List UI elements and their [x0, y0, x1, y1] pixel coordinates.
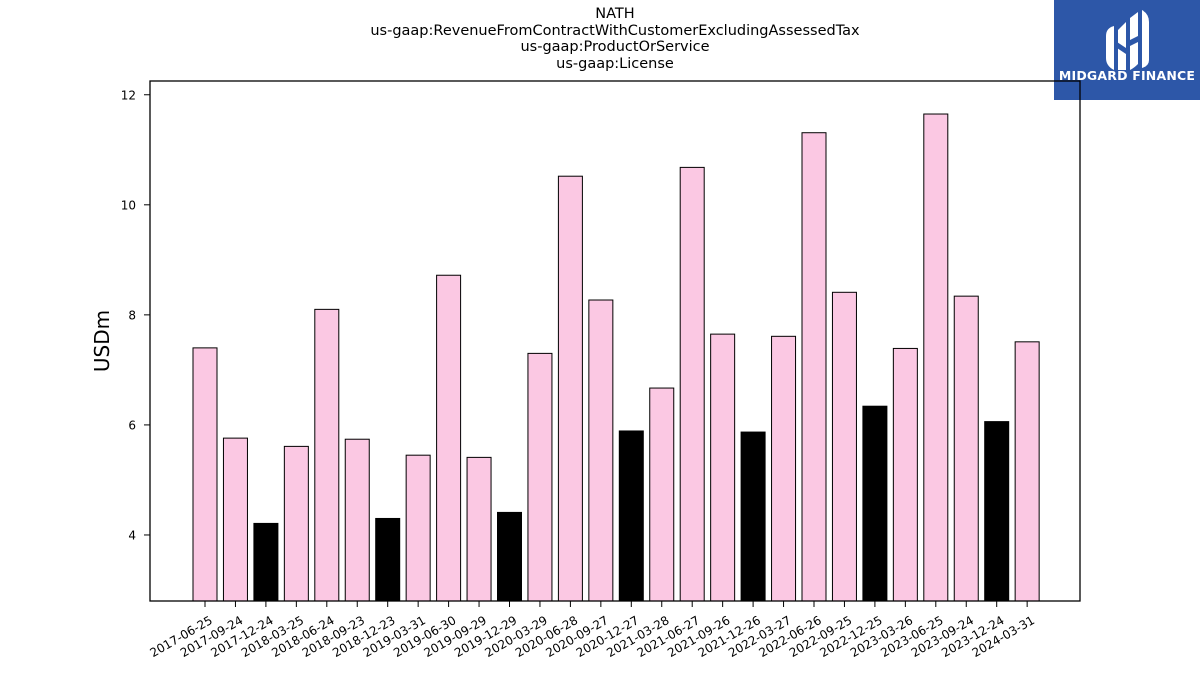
y-axis-label: USDm — [90, 310, 114, 372]
bar-2021-12-26 — [740, 431, 766, 602]
bar-2020-06-28 — [557, 175, 583, 602]
midgard-logo-icon — [1106, 10, 1149, 70]
y-tick-label: 12 — [121, 88, 136, 102]
bar-2018-09-23 — [344, 438, 370, 602]
bar-2022-03-27 — [771, 335, 797, 602]
bar-2024-03-31 — [1014, 341, 1040, 602]
bar-2022-06-26 — [801, 132, 827, 602]
y-tick-label: 6 — [128, 418, 136, 432]
bar-2018-06-24 — [314, 308, 340, 602]
bar-2021-03-28 — [649, 387, 675, 602]
y-tick-label: 4 — [128, 528, 136, 542]
y-axis-ticks: 4 6 8 10 12 — [121, 88, 150, 542]
bar-2022-09-25 — [831, 291, 857, 602]
chart-title-line-1: NATH — [595, 6, 635, 22]
plot-area-frame — [149, 80, 1081, 602]
bar-2021-06-27 — [679, 166, 705, 602]
y-tick-label: 10 — [121, 198, 136, 212]
chart-title-line-2: us-gaap:RevenueFromContractWithCustomerE… — [370, 22, 860, 39]
y-tick-label: 8 — [128, 308, 136, 322]
bar-2019-09-29 — [466, 456, 492, 602]
bar-2020-09-27 — [588, 299, 614, 602]
bar-2023-03-26 — [892, 347, 918, 602]
chart-title-line-3: us-gaap:ProductOrService — [520, 39, 710, 55]
x-axis-ticks: 2017-06-252017-09-242017-12-242018-03-25… — [147, 601, 1037, 660]
chart-title: NATH us-gaap:RevenueFromContractWithCust… — [0, 6, 1200, 72]
bar-2017-06-25 — [192, 347, 218, 602]
bar-2017-12-24 — [253, 522, 279, 602]
bar-2023-06-25 — [923, 113, 949, 602]
bar-2019-12-29 — [497, 511, 522, 602]
chart-title-line-4: us-gaap:License — [556, 55, 674, 72]
bar-2022-12-25 — [862, 405, 888, 602]
bars-group — [192, 113, 1040, 602]
bar-2018-03-25 — [283, 445, 309, 602]
bar-2018-12-23 — [375, 517, 401, 602]
midgard-finance-logo: MIDGARD FINANCE — [1054, 0, 1200, 100]
bar-2020-03-29 — [527, 352, 553, 602]
bar-2023-09-24 — [953, 295, 979, 602]
bar-2023-12-24 — [984, 421, 1010, 602]
bar-2019-06-30 — [436, 274, 462, 602]
bar-2017-09-24 — [222, 437, 248, 602]
bar-2021-09-26 — [710, 333, 736, 602]
bar-2019-03-31 — [405, 454, 431, 602]
bar-2020-12-27 — [618, 430, 644, 602]
logo-text: MIDGARD FINANCE — [1058, 68, 1196, 83]
